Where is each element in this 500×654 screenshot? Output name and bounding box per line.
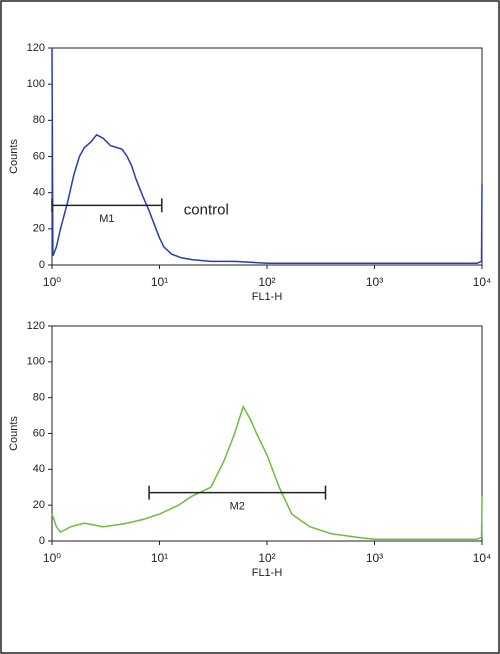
x-tick-label: 10⁰	[43, 275, 61, 289]
histogram-line	[51, 47, 483, 264]
y-tick-label: 80	[33, 392, 45, 404]
x-tick-label: 10³	[366, 275, 383, 289]
x-tick-label: 10²	[258, 551, 275, 565]
gate-label: M1	[99, 213, 114, 225]
x-tick-label: 10¹	[151, 275, 168, 289]
y-tick-label: 0	[39, 535, 45, 547]
x-tick-label: 10³	[366, 551, 383, 565]
histogram-line	[51, 404, 483, 540]
y-tick-label: 40	[33, 187, 45, 199]
x-tick-label: 10⁴	[473, 275, 492, 289]
y-tick-label: 100	[27, 356, 45, 368]
gate-label: M2	[230, 501, 245, 513]
y-tick-label: 60	[33, 150, 45, 162]
y-tick-label: 20	[33, 499, 45, 511]
annotation: control	[184, 201, 229, 218]
x-tick-label: 10¹	[151, 551, 168, 565]
y-tick-label: 0	[39, 259, 45, 271]
y-axis-label: Counts	[8, 416, 20, 451]
y-tick-label: 120	[27, 320, 45, 332]
y-tick-label: 80	[33, 114, 45, 126]
plot-frame	[51, 47, 483, 266]
x-tick-label: 10⁰	[43, 551, 61, 565]
x-axis-label: FL1-H	[252, 291, 283, 303]
y-tick-label: 20	[33, 223, 45, 235]
y-tick-label: 60	[33, 427, 45, 439]
x-tick-label: 10⁴	[473, 551, 492, 565]
x-axis-label: FL1-H	[252, 567, 283, 579]
y-axis-label: Counts	[8, 139, 20, 174]
y-tick-label: 100	[27, 78, 45, 90]
y-tick-label: 40	[33, 463, 45, 475]
y-tick-label: 120	[27, 42, 45, 54]
plot-frame	[51, 325, 483, 542]
x-tick-label: 10²	[258, 275, 275, 289]
